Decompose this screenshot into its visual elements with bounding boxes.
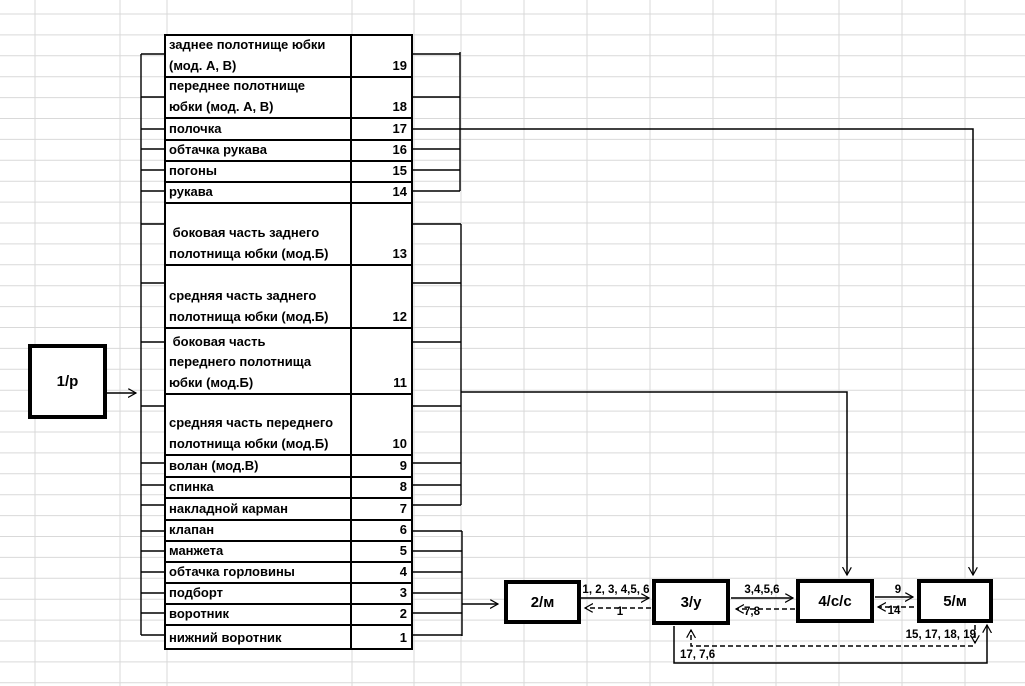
part-name-cell[interactable]: заднее полотнище юбки (мод. А, В) [169, 37, 326, 73]
part-name-cell[interactable]: погоны [169, 162, 217, 178]
part-name-cell[interactable]: обтачка рукава [169, 141, 267, 157]
parts-table-row: боковая часть заднего полотнища юбки (мо… [166, 204, 411, 266]
part-name-cell[interactable]: подборт [169, 584, 223, 600]
parts-table-row: средняя часть переднего полотнища юбки (… [166, 395, 411, 456]
parts-table-row: волан (мод.В) 9 [166, 456, 411, 478]
edge-label-4ss-to-3u: 7,8 [744, 606, 760, 618]
part-number-cell[interactable]: 13 [350, 204, 411, 264]
part-name-cell[interactable]: полочка [169, 120, 222, 136]
parts-table-row: рукава 14 [166, 183, 411, 204]
part-number-cell[interactable]: 8 [350, 478, 411, 497]
parts-table-row: боковая часть переднего полотнища юбки (… [166, 329, 411, 395]
part-name-cell[interactable]: переднее полотнище юбки (мод. А, В) [169, 78, 306, 114]
edge-label-3u-to-4ss: 3,4,5,6 [744, 584, 780, 596]
parts-table-row: средняя часть заднего полотнища юбки (мо… [166, 266, 411, 329]
node-5m-label: 5/м [943, 592, 967, 610]
part-name-cell[interactable]: спинка [169, 478, 214, 494]
loop-5m-to-3u [691, 630, 973, 647]
parts-table-row: обтачка рукава 16 [166, 141, 411, 162]
part-number-cell[interactable]: 14 [350, 183, 411, 202]
part-number-cell[interactable]: 4 [350, 563, 411, 582]
part-number-cell[interactable]: 6 [350, 521, 411, 540]
parts-table-row: переднее полотнище юбки (мод. А, В) 18 [166, 78, 411, 119]
part-number-cell[interactable]: 17 [350, 119, 411, 139]
part-name-cell[interactable]: воротник [169, 605, 230, 621]
part-name-cell[interactable]: накладной карман [169, 500, 288, 516]
parts-table-row: обтачка горловины 4 [166, 563, 411, 584]
part-number-cell[interactable]: 12 [350, 266, 411, 327]
part-name-cell[interactable]: обтачка горловины [169, 563, 295, 579]
parts-table-row: заднее полотнище юбки (мод. А, В) 19 [166, 36, 411, 78]
part-name-cell[interactable]: волан (мод.В) [169, 457, 259, 473]
parts-table: заднее полотнище юбки (мод. А, В) 19 перед… [164, 34, 413, 650]
part-number-cell[interactable]: 5 [350, 542, 411, 561]
part-name-cell[interactable]: клапан [169, 521, 215, 537]
feeder-row17-to-5m [412, 128, 973, 575]
part-name-cell[interactable]: рукава [169, 183, 213, 199]
parts-table-row: подборт 3 [166, 584, 411, 605]
parts-table-row: погоны 15 [166, 162, 411, 183]
edge-label-5m-to-4ss: 14 [887, 605, 901, 617]
part-number-cell[interactable]: 1 [350, 626, 411, 648]
edge-label-3u-to-2m: 1 [616, 606, 624, 618]
node-1r-label: 1/р [56, 373, 79, 390]
part-number-cell[interactable]: 11 [350, 329, 411, 393]
parts-table-row: нижний воротник 1 [166, 626, 411, 648]
parts-table-row: накладной карман 7 [166, 499, 411, 521]
part-number-cell[interactable]: 16 [350, 141, 411, 160]
part-name-cell[interactable]: боковая часть переднего полотнища юбки (… [169, 333, 312, 390]
part-number-cell[interactable]: 15 [350, 162, 411, 181]
node-4ss[interactable]: 4/с/с [796, 579, 874, 623]
edge-label-4ss-to-5m: 9 [894, 584, 902, 596]
loop-3u-to-5m [673, 625, 987, 664]
parts-table-row: манжета 5 [166, 542, 411, 563]
part-number-cell[interactable]: 3 [350, 584, 411, 603]
part-name-cell[interactable]: нижний воротник [169, 629, 282, 645]
feeder-to-4ss [461, 391, 847, 575]
part-number-cell[interactable]: 7 [350, 499, 411, 519]
loop-label-5m-to-3u: 15, 17, 18, 19 [905, 629, 976, 641]
part-name-cell[interactable]: средняя часть заднего полотнища юбки (мо… [169, 288, 329, 324]
part-name-cell[interactable]: боковая часть заднего полотнища юбки (мо… [169, 225, 329, 261]
node-1r[interactable]: 1/р [28, 344, 107, 419]
node-5m[interactable]: 5/м [917, 579, 993, 623]
part-name-cell[interactable]: средняя часть переднего полотнища юбки (… [169, 415, 334, 451]
node-2m-label: 2/м [530, 593, 555, 611]
parts-table-row: полочка 17 [166, 119, 411, 141]
part-number-cell[interactable]: 10 [350, 395, 411, 454]
part-number-cell[interactable]: 19 [350, 36, 411, 76]
parts-table-row: клапан 6 [166, 521, 411, 542]
edge-label-2m-to-3u: 1, 2, 3, 4,5, 6 [582, 584, 650, 596]
node-2m[interactable]: 2/м [504, 580, 581, 624]
node-3u[interactable]: 3/у [652, 579, 730, 625]
node-4ss-label: 4/с/с [818, 592, 852, 610]
part-name-cell[interactable]: манжета [169, 542, 224, 558]
node-3u-label: 3/у [680, 593, 702, 611]
part-number-cell[interactable]: 18 [350, 78, 411, 117]
loop-label-3u-to-5m: 17, 7,6 [680, 649, 716, 661]
parts-table-row: воротник 2 [166, 605, 411, 626]
parts-table-row: спинка 8 [166, 478, 411, 499]
part-number-cell[interactable]: 9 [350, 456, 411, 476]
part-number-cell[interactable]: 2 [350, 605, 411, 624]
